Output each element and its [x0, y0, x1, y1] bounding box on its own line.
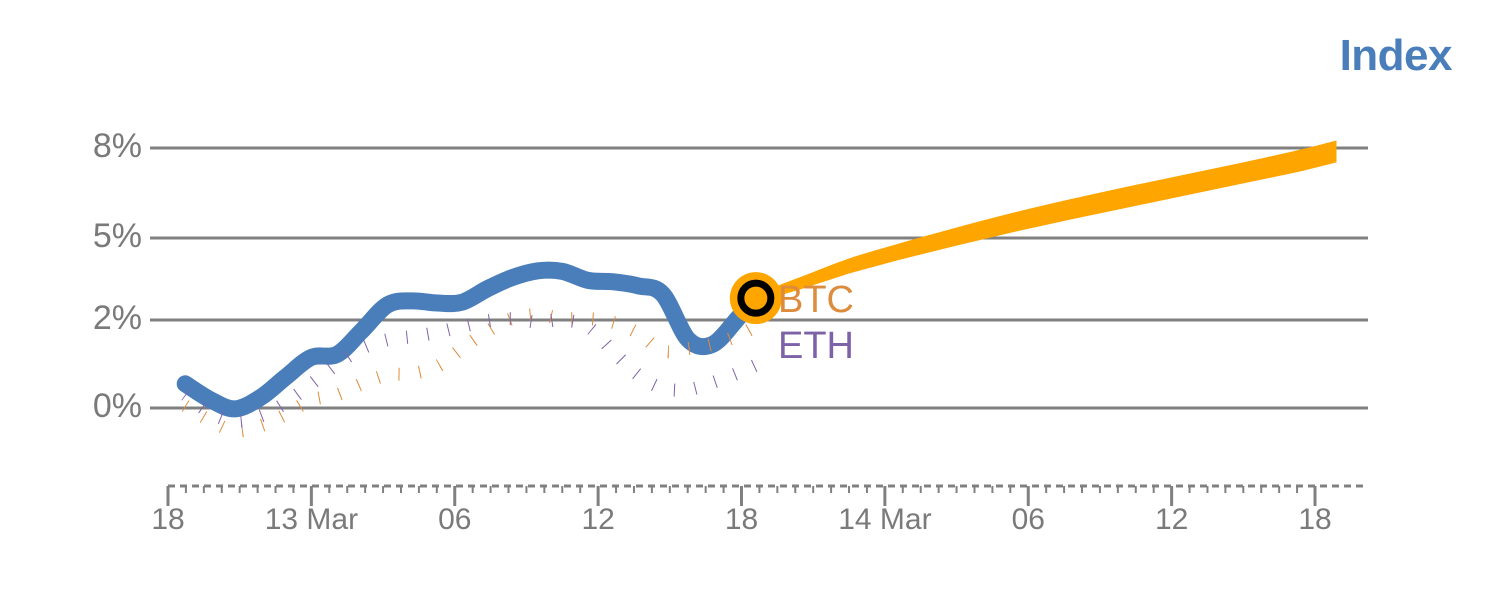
- series-label-btc: BTC: [778, 279, 854, 321]
- x-axis-tick-label: 18: [1298, 503, 1332, 536]
- y-axis-tick-label: 5%: [92, 217, 142, 255]
- series-label-eth: ETH: [778, 325, 854, 367]
- x-axis-tick-label: 14 Mar: [838, 503, 932, 536]
- page-title: Index: [1339, 31, 1453, 80]
- y-axis-tick-label: 2%: [92, 299, 142, 337]
- data-series-lines: [176, 261, 765, 418]
- x-axis-tick-label: 18: [724, 503, 759, 536]
- x-axis-tick-label: 18: [151, 503, 185, 536]
- x-axis-tick-label: 13 Mar: [264, 503, 359, 536]
- x-axis-tick-label: 06: [438, 503, 472, 536]
- forecast-band-series: [755, 140, 1337, 303]
- y-axis-tick-label: 8%: [92, 127, 142, 165]
- x-axis: [166, 484, 1368, 506]
- x-axis-tick-label: 12: [1154, 503, 1189, 536]
- x-axis-tick-label: 12: [581, 503, 615, 536]
- highlight-marker: [729, 272, 782, 325]
- y-axis-tick-label: 0%: [92, 387, 142, 425]
- x-axis-tick-label: 06: [1011, 503, 1045, 536]
